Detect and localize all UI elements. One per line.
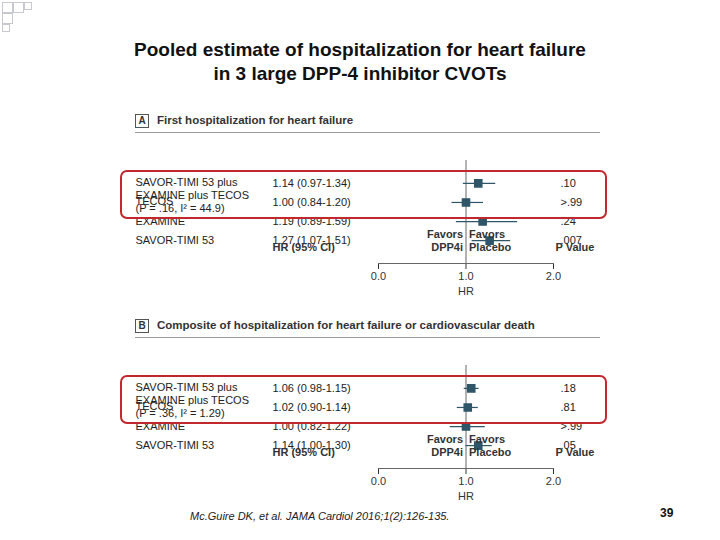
svg-text:0.0: 0.0 [371, 270, 386, 282]
svg-text:>.99: >.99 [561, 420, 583, 432]
svg-text:.24: .24 [561, 215, 576, 227]
svg-text:P Value: P Value [556, 446, 595, 458]
svg-text:1.00 (0.82-1.22): 1.00 (0.82-1.22) [273, 420, 351, 432]
svg-text:FavorsDPP4i: FavorsDPP4i [427, 433, 463, 458]
svg-text:SAVOR-TIMI 53: SAVOR-TIMI 53 [136, 234, 215, 246]
svg-text:SAVOR-TIMI 53: SAVOR-TIMI 53 [136, 439, 215, 451]
svg-text:HR: HR [458, 285, 474, 297]
svg-text:1.00 (0.84-1.20): 1.00 (0.84-1.20) [273, 196, 351, 208]
svg-text:1.02 (0.90-1.14): 1.02 (0.90-1.14) [273, 401, 351, 413]
svg-text:HR (95% CI): HR (95% CI) [273, 241, 336, 253]
svg-text:.81: .81 [561, 401, 576, 413]
svg-text:1.06 (0.98-1.15): 1.06 (0.98-1.15) [273, 382, 351, 394]
html-text:First hospitalization for hear: First hospitalization for heart failure [157, 114, 354, 126]
html-text:Pooled estimate of hospitaliza: Pooled estimate of hospitalization for h… [134, 39, 586, 84]
svg-text:.18: .18 [561, 382, 576, 394]
html-text:39: 39 [660, 506, 674, 520]
svg-text:.10: .10 [561, 177, 576, 189]
svg-text:2.0: 2.0 [546, 270, 561, 282]
svg-text:EXAMINE: EXAMINE [136, 215, 186, 227]
svg-text:1.14 (0.97-1.34): 1.14 (0.97-1.34) [273, 177, 351, 189]
svg-text:1.0: 1.0 [458, 270, 473, 282]
svg-text:SAVOR-TIMI 53 plusEXAMINE plus: SAVOR-TIMI 53 plusEXAMINE plus TECOS(P =… [136, 381, 250, 418]
html-text:B: B [138, 320, 146, 331]
html-text:A: A [138, 115, 146, 126]
svg-text:0.0: 0.0 [371, 475, 386, 487]
svg-text:EXAMINE: EXAMINE [136, 420, 186, 432]
svg-text:1.19 (0.89-1.59): 1.19 (0.89-1.59) [273, 215, 351, 227]
svg-text:FavorsPlacebo: FavorsPlacebo [469, 433, 511, 458]
html-text:Mc.Guire DK, et al. JAMA Cardi: Mc.Guire DK, et al. JAMA Cardiol 2016;1(… [190, 510, 450, 522]
svg-text:HR (95% CI): HR (95% CI) [273, 446, 336, 458]
svg-text:1.0: 1.0 [458, 475, 473, 487]
svg-text:FavorsPlacebo: FavorsPlacebo [469, 228, 511, 253]
svg-text:SAVOR-TIMI 53 plusEXAMINE plus: SAVOR-TIMI 53 plusEXAMINE plus TECOS(P =… [136, 176, 250, 213]
svg-text:P Value: P Value [556, 241, 595, 253]
svg-text:2.0: 2.0 [546, 475, 561, 487]
svg-text:FavorsDPP4i: FavorsDPP4i [427, 228, 463, 253]
html-text:Composite of hospitalization f: Composite of hospitalization for heart f… [157, 319, 535, 331]
svg-text:>.99: >.99 [561, 196, 583, 208]
svg-text:HR: HR [458, 490, 474, 502]
